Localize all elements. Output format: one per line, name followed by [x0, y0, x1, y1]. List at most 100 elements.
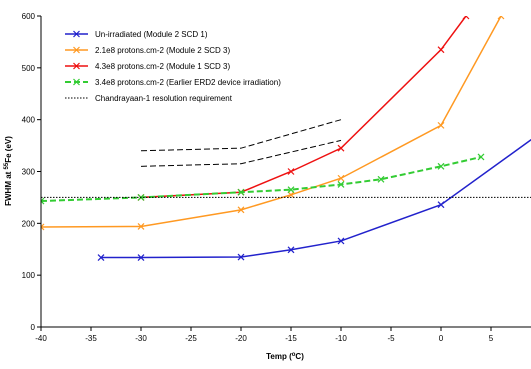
point-stroke: [337, 181, 345, 188]
annotation-line-1: [140, 119, 342, 152]
x-axis-title-part-1: Temp (: [266, 352, 292, 361]
y-tick-label: 400: [22, 116, 36, 125]
series-4-point: [437, 162, 445, 170]
point-stroke: [137, 254, 145, 261]
series-2-point: [287, 191, 295, 199]
series-2-point: [41, 223, 45, 231]
annotation-line-2: [140, 139, 342, 167]
series-3-point: [437, 46, 445, 54]
series-1-point: [337, 237, 345, 245]
point-stroke: [41, 197, 45, 202]
series-line-3: [140, 16, 467, 199]
point-stroke: [287, 168, 295, 175]
legend-label: Un-irradiated (Module 2 SCD 1): [95, 30, 208, 39]
series-4-point: [41, 197, 45, 205]
point-stroke: [437, 121, 445, 129]
y-tick-label: 600: [22, 12, 36, 21]
series-3-point: [337, 144, 345, 152]
series-2-point: [137, 223, 145, 230]
y-axis-title-part-1: FWHM at: [4, 169, 13, 205]
x-tick-label: 0: [439, 334, 444, 343]
x-tick-label: -40: [35, 334, 47, 343]
x-tick-label: -10: [335, 334, 347, 343]
legend-item-4: 3.4e8 protons.cm-2 (Earlier ERD2 device …: [65, 78, 281, 87]
series-1-point: [137, 254, 145, 261]
series-line-1: [101, 138, 531, 259]
legend-label: 4.3e8 protons.cm-2 (Module 1 SCD 3): [95, 62, 231, 71]
x-tick-label: -5: [387, 334, 395, 343]
point-stroke: [500, 16, 505, 20]
legend-marker: [73, 62, 80, 70]
series-lines: [41, 16, 531, 261]
legend-label: 3.4e8 protons.cm-2 (Earlier ERD2 device …: [95, 78, 281, 87]
legend-label: Chandrayaan-1 resolution requirement: [95, 94, 233, 103]
legend-item-3: 4.3e8 protons.cm-2 (Module 1 SCD 3): [65, 62, 231, 71]
point-stroke: [437, 201, 445, 209]
series-2-point: [437, 121, 445, 129]
annotation-lines: [140, 119, 342, 167]
point-stroke: [465, 16, 470, 20]
x-tick-label: -30: [135, 334, 147, 343]
y-axis-title: FWHM at 55Fe (eV): [4, 136, 13, 206]
legend-marker: [73, 30, 80, 38]
point-stroke: [41, 200, 45, 205]
point-stroke: [237, 188, 245, 196]
series-2-point: [497, 16, 505, 20]
point-stroke: [377, 175, 385, 183]
legend-marker: [73, 46, 80, 54]
x-tick-label: -35: [85, 334, 97, 343]
point-stroke: [287, 191, 295, 199]
point-stroke: [497, 16, 502, 20]
y-tick-label: 0: [31, 323, 36, 332]
point-stroke: [97, 254, 105, 261]
series-1-point: [97, 254, 105, 261]
tick-labels: 0 100 200 300 400 500 600 -40 -35 -30 -25 -20 -15 -10…: [22, 12, 494, 343]
point-stroke: [41, 226, 45, 231]
legend-marker: [73, 78, 80, 86]
series-4-point: [237, 188, 245, 196]
point-stroke: [462, 16, 467, 20]
series-4-point: [287, 186, 295, 194]
series-4-point: [337, 181, 345, 188]
point-stroke: [337, 144, 345, 152]
point-stroke: [237, 206, 245, 214]
point-stroke: [137, 223, 145, 230]
y-tick-label: 100: [22, 271, 36, 280]
point-stroke: [237, 253, 245, 261]
point-stroke: [337, 174, 345, 182]
legend-label: 2.1e8 protons.cm-2 (Module 2 SCD 3): [95, 46, 231, 55]
series-1-point: [287, 246, 295, 254]
point-stroke: [287, 186, 295, 194]
series-1-point: [437, 201, 445, 209]
series-3-point: [462, 16, 470, 20]
y-tick-label: 200: [22, 219, 36, 228]
series-3-point: [287, 168, 295, 175]
axes: [37, 15, 531, 331]
point-stroke: [437, 162, 445, 170]
y-axis-title-superscript: 55: [4, 162, 10, 169]
y-axis-title-part-2: Fe (eV): [4, 136, 13, 163]
legend-item-5: Chandrayaan-1 resolution requirement: [65, 94, 233, 103]
point-stroke: [477, 153, 485, 161]
point-stroke: [437, 46, 445, 54]
series-4-point: [477, 153, 485, 161]
y-tick-label: 500: [22, 64, 36, 73]
series-2-point: [337, 174, 345, 182]
point-stroke: [287, 246, 295, 254]
x-tick-label: -25: [185, 334, 197, 343]
x-axis-title: Temp (oC): [266, 352, 304, 361]
series-1-point: [237, 253, 245, 261]
legend: Un-irradiated (Module 2 SCD 1) 2.1e8 prot…: [65, 30, 281, 103]
legend-item-1: Un-irradiated (Module 2 SCD 1): [65, 30, 208, 39]
x-tick-label: -20: [235, 334, 247, 343]
point-stroke: [41, 223, 45, 228]
series-2-point: [237, 206, 245, 214]
x-axis-title-part-2: C): [295, 352, 304, 361]
y-tick-label: 300: [22, 168, 36, 177]
legend-item-2: 2.1e8 protons.cm-2 (Module 2 SCD 3): [65, 46, 231, 55]
series-line-4: [41, 156, 482, 203]
point-stroke: [337, 237, 345, 245]
x-tick-label: -15: [285, 334, 297, 343]
